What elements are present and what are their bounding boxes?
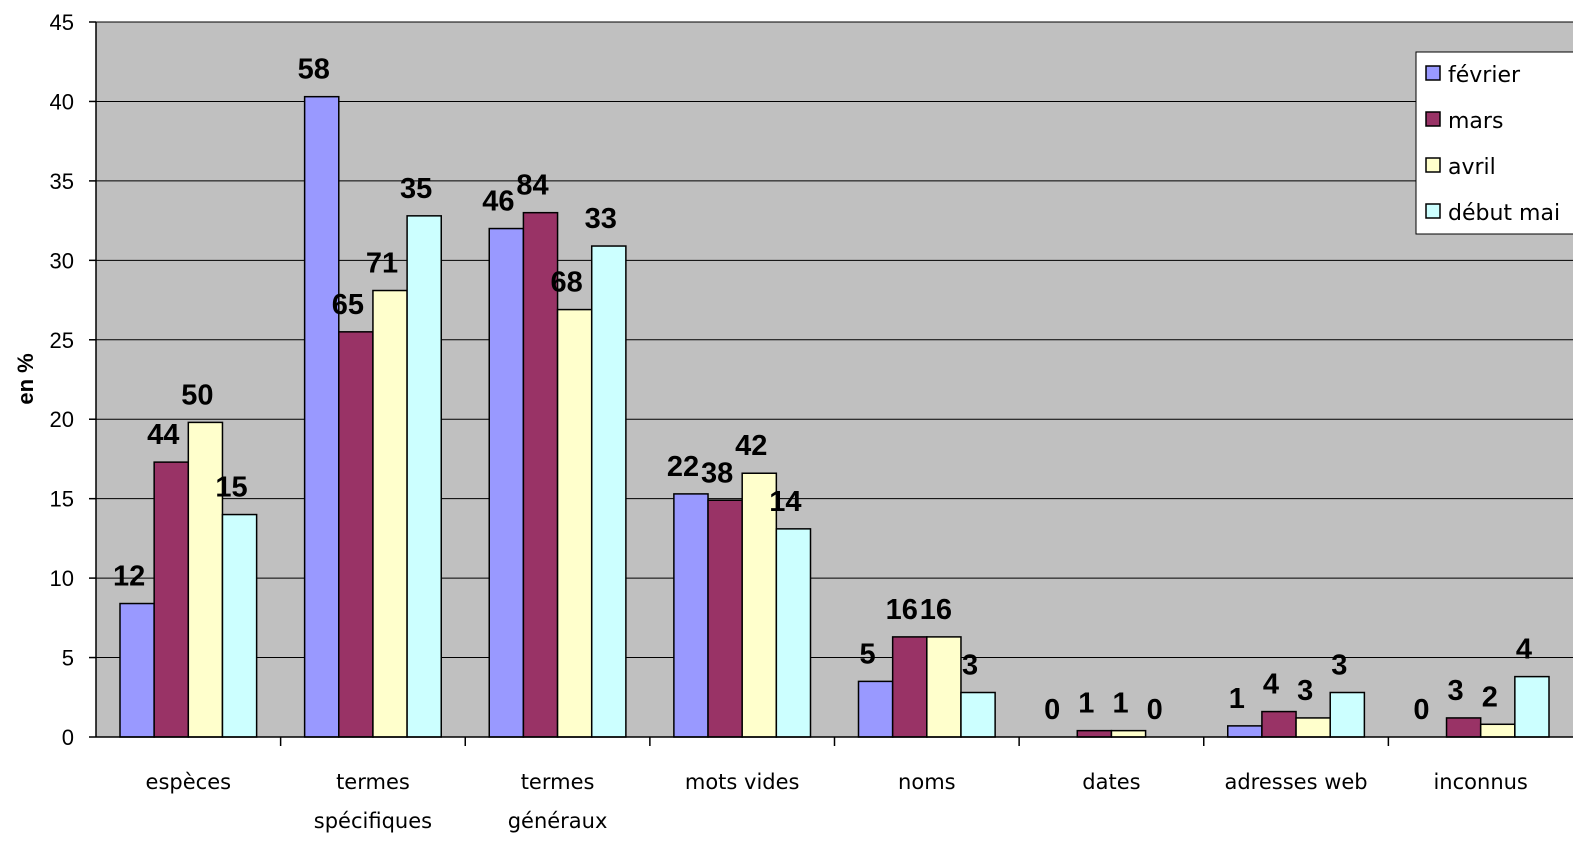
bar <box>488 227 525 738</box>
bar <box>1445 717 1482 738</box>
x-tick-label: généraux <box>508 809 608 833</box>
legend-swatch <box>1425 157 1441 173</box>
bar <box>406 215 442 738</box>
legend-label: avril <box>1448 155 1496 180</box>
bar <box>741 472 778 738</box>
bar <box>1227 725 1263 738</box>
x-tick-label: noms <box>898 770 956 794</box>
y-tick-label: 25 <box>50 328 74 353</box>
bar <box>891 636 928 738</box>
data-label: 38 <box>701 457 733 489</box>
data-label: 2 <box>1482 681 1498 713</box>
y-axis-label: en % <box>13 353 38 404</box>
bars <box>119 95 1550 738</box>
x-tick-label: termes <box>521 770 595 794</box>
data-label: 71 <box>366 248 398 280</box>
y-tick-label: 10 <box>50 566 74 591</box>
legend-swatch <box>1425 203 1441 219</box>
data-label: 3 <box>962 650 978 682</box>
bar <box>775 528 812 738</box>
x-tick-label: termes <box>336 770 410 794</box>
y-tick-label: 20 <box>50 407 74 432</box>
x-tick-label: espèces <box>146 770 232 794</box>
bar <box>221 513 258 738</box>
y-tick-label: 5 <box>62 646 74 671</box>
bar <box>926 636 962 738</box>
data-label: 1 <box>1078 688 1094 720</box>
data-label: 1 <box>1112 688 1128 720</box>
data-label: 3 <box>1297 675 1313 707</box>
data-label: 0 <box>1044 694 1060 726</box>
legend: février mars avril début mai <box>1415 51 1573 235</box>
legend-label: début mai <box>1448 201 1560 226</box>
y-tick-label: 0 <box>62 725 74 750</box>
data-label: 0 <box>1147 694 1163 726</box>
y-axis-ticks: 0 5 10 15 20 25 30 35 40 45 <box>50 10 96 750</box>
data-label: 50 <box>181 379 213 411</box>
legend-swatch <box>1425 111 1441 127</box>
y-tick-label: 45 <box>50 10 74 35</box>
data-label: 65 <box>332 289 364 321</box>
bar <box>1295 717 1331 738</box>
bar <box>707 499 743 738</box>
data-label: 5 <box>860 638 876 670</box>
data-label: 12 <box>113 561 145 593</box>
bar <box>119 602 155 738</box>
bar <box>1076 729 1113 738</box>
data-label: 22 <box>667 451 699 483</box>
y-tick-label: 40 <box>50 89 74 114</box>
bar <box>1329 691 1366 738</box>
data-label: 1 <box>1229 683 1245 715</box>
bar <box>1110 729 1147 738</box>
bar <box>372 289 408 738</box>
data-label: 84 <box>516 170 548 202</box>
data-label: 46 <box>482 186 514 218</box>
x-tick-label: spécifiques <box>314 809 432 833</box>
data-label: 0 <box>1413 694 1429 726</box>
x-tick-label: inconnus <box>1433 770 1527 794</box>
data-label: 14 <box>769 486 801 518</box>
data-label: 16 <box>920 594 952 626</box>
bar <box>556 308 593 738</box>
y-tick-label: 30 <box>50 248 74 273</box>
data-label: 4 <box>1263 669 1279 701</box>
data-label: 3 <box>1448 675 1464 707</box>
bar <box>590 245 627 738</box>
x-axis-ticks: espèces termes spécifiques termes généraux mo… <box>146 737 1528 833</box>
bar <box>1261 710 1297 738</box>
legend-label: février <box>1448 63 1521 88</box>
data-label: 35 <box>400 173 432 205</box>
legend-swatch <box>1425 65 1441 81</box>
data-label: 58 <box>298 54 330 86</box>
bar <box>1479 723 1516 738</box>
data-label: 15 <box>215 472 247 504</box>
x-tick-label: dates <box>1082 770 1140 794</box>
bar <box>673 493 709 738</box>
x-tick-label: adresses web <box>1224 770 1367 794</box>
y-tick-label: 15 <box>50 487 74 512</box>
data-label: 42 <box>735 430 767 462</box>
legend-label: mars <box>1448 109 1503 134</box>
data-label: 16 <box>886 594 918 626</box>
bar <box>857 680 894 738</box>
bar <box>960 691 996 738</box>
data-label: 4 <box>1516 634 1532 666</box>
bar <box>338 331 374 738</box>
bar <box>303 95 340 738</box>
data-label: 3 <box>1331 650 1347 682</box>
bar <box>187 421 224 738</box>
x-tick-label: mots vides <box>685 770 800 794</box>
legend-box <box>1415 51 1573 235</box>
data-label: 68 <box>551 267 583 299</box>
data-label: 44 <box>147 419 179 451</box>
data-label: 33 <box>585 203 617 235</box>
bar <box>153 461 190 738</box>
y-tick-label: 35 <box>50 169 74 194</box>
bar <box>1514 675 1550 738</box>
